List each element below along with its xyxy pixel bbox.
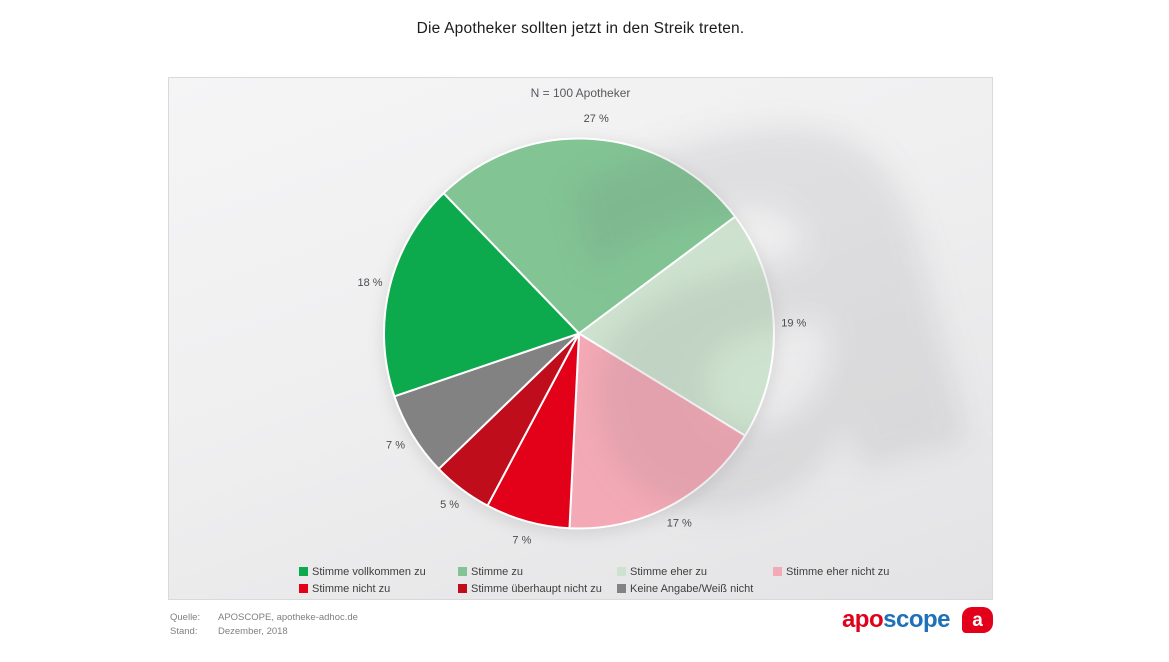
source-row: Quelle: APOSCOPE, apotheke-adhoc.de [170,611,358,625]
pie-slice-stimme-eher-zu [578,215,775,437]
source-footer: Quelle: APOSCOPE, apotheke-adhoc.de Stan… [170,611,358,638]
stand-row: Stand: Dezember, 2018 [170,625,358,639]
chart-title: Die Apotheker sollten jetzt in den Strei… [416,20,745,37]
quelle-label: Quelle: [170,612,201,623]
pie-value-label: 27 % [584,113,609,125]
aposcope-logo: apo scope a [842,604,993,636]
pie-value-label: 7 % [512,535,531,547]
pie-value-label: 19 % [781,318,806,330]
logo-text-apo: apo [841,606,884,633]
pie-slice-stimme-zu [442,137,737,335]
pie-value-label: 17 % [667,518,692,530]
pie-value-label: 5 % [440,499,459,511]
stand-value: Dezember, 2018 [218,625,288,637]
pie-value-label: 18 % [357,277,382,289]
pie-slice-stimme-vollkommen-zu [383,192,580,398]
quelle-value: APOSCOPE, apotheke-adhoc.de [218,612,358,623]
aposcope-a-icon: a [962,607,993,633]
pie-chart: 27 % 19 % 17 % 7 % 5 % 7 % 18 % [357,113,806,547]
chart-panel: 27 %19 %17 %7 %5 %7 %18 % a N = 100 Apot… [168,77,993,600]
sample-size-label: N = 100 Apotheker [530,86,631,100]
pie-slice-stimme-eher-nicht-zu [568,332,747,530]
pie-value-label: 7 % [386,439,405,451]
stand-label: Stand: [170,625,198,637]
logo-text-scope: scope [883,606,950,633]
